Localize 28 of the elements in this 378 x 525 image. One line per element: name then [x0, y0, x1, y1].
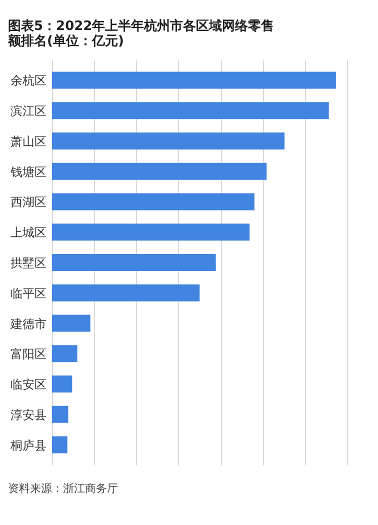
bar — [52, 284, 200, 302]
bar — [52, 376, 72, 393]
y-tick-label: 临平区 — [10, 286, 46, 300]
bar — [52, 314, 90, 332]
bar — [52, 72, 336, 89]
y-tick-label: 淳安县 — [10, 408, 46, 422]
chart-title: 图表5：2022年上半年杭州市各区域网络零售额排名(单位：亿元) — [7, 18, 274, 49]
bar — [52, 102, 329, 120]
y-tick-label: 钱塘区 — [10, 164, 46, 179]
bar — [52, 162, 267, 180]
y-tick-label: 桐庐县 — [10, 438, 46, 452]
y-tick-label: 滨江区 — [10, 104, 46, 118]
y-tick-label: 富阳区 — [10, 347, 46, 362]
y-tick-label: 上城区 — [10, 226, 46, 240]
y-tick-label: 萧山区 — [10, 134, 46, 148]
bar — [52, 345, 78, 362]
text: 资料来源：浙江商务厅 — [8, 482, 118, 495]
bar — [52, 406, 68, 423]
y-tick-label: 临安区 — [10, 378, 46, 392]
bar — [52, 193, 254, 210]
bar — [52, 436, 68, 454]
y-tick-label: 余杭区 — [10, 74, 46, 88]
y-tick-label: 拱墅区 — [10, 256, 46, 270]
bar — [52, 224, 250, 241]
y-tick-label: 建德市 — [10, 316, 46, 331]
y-tick-label: 西湖区 — [10, 195, 46, 210]
bar — [52, 132, 285, 150]
bar — [52, 254, 216, 271]
